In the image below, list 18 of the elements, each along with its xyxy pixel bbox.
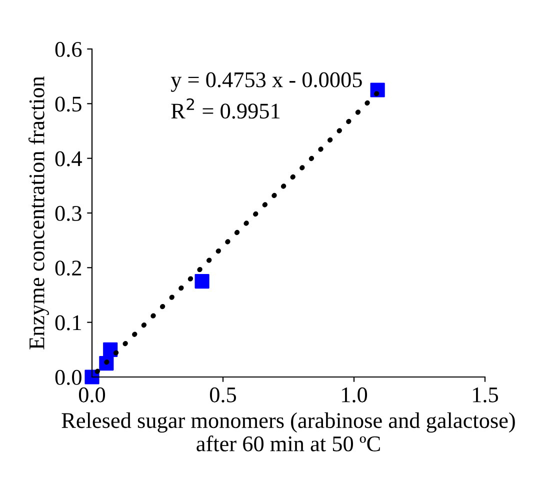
point — [103, 342, 118, 357]
y-tick-label: 0.3 — [55, 206, 82, 222]
x-tick-label: 0.5 — [210, 387, 236, 402]
x-tick-label: 0.0 — [78, 387, 106, 402]
x-tick-label: 1.0 — [342, 387, 368, 402]
annotation: y = 0.4753 x - 0.0005 — [170, 72, 362, 92]
y-tick-label: 0.0 — [55, 370, 82, 386]
y-tick-label: 0.6 — [55, 42, 82, 58]
y-tick-label: 0.4 — [55, 151, 82, 166]
x-tick-label: 1.5 — [473, 387, 498, 402]
point — [84, 370, 100, 384]
y-tick-label: 0.5 — [55, 96, 82, 112]
y-tick-label: 0.2 — [55, 260, 82, 276]
y-axis-title: Enzyme concentration fraction — [28, 76, 49, 350]
point — [194, 274, 210, 289]
x-axis-title: Relesed sugar monomers (arabinose and galactose) after 60 min at 50 ºC — [62, 412, 515, 452]
annotation: R$^{2}$ = 0.9951 — [171, 98, 280, 119]
y-tick-label: 0.1 — [55, 315, 81, 330]
